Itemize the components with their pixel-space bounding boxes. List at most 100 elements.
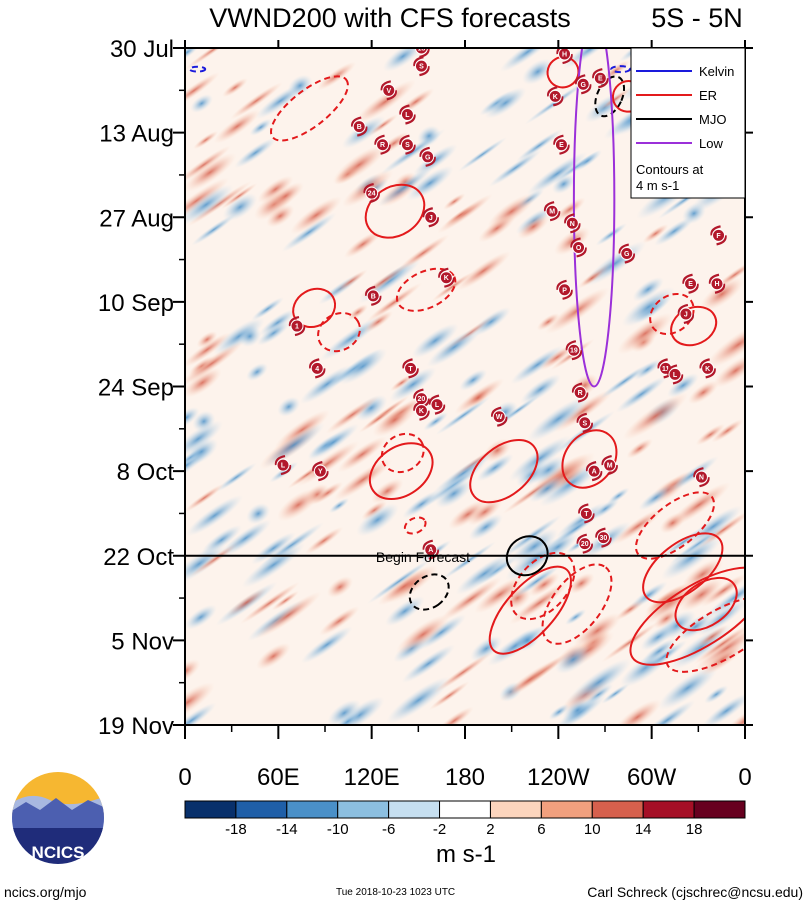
storm-marker: H bbox=[708, 273, 726, 294]
anomaly-patch bbox=[526, 152, 588, 196]
storm-arm bbox=[576, 412, 588, 423]
storm-label: T bbox=[408, 366, 413, 373]
anomaly-patch bbox=[468, 513, 503, 541]
anomaly-patch bbox=[185, 438, 219, 466]
x-tick-label: 60W bbox=[627, 764, 677, 791]
storm-marker: S bbox=[413, 56, 430, 77]
storm-label: S bbox=[582, 420, 587, 427]
storm-arm bbox=[598, 78, 609, 89]
anomaly-patch bbox=[401, 644, 456, 683]
storm-label: 4 bbox=[315, 366, 319, 373]
anomaly-patch bbox=[508, 435, 572, 482]
units-label: m s-1 bbox=[436, 841, 496, 868]
storm-dot bbox=[558, 283, 572, 297]
anomaly-patch bbox=[554, 197, 586, 221]
storm-label: T bbox=[584, 511, 589, 518]
storm-dot bbox=[430, 398, 444, 412]
storm-marker: V bbox=[380, 80, 397, 101]
anomaly-patch bbox=[702, 693, 745, 725]
storm-arm bbox=[365, 285, 376, 296]
storm-dot bbox=[593, 71, 607, 85]
storm-marker: E bbox=[682, 273, 699, 294]
storm-marker: 24 bbox=[363, 182, 380, 204]
anomaly-patch bbox=[191, 213, 237, 246]
storm-marker: O bbox=[570, 237, 587, 258]
colorbar-swatch bbox=[489, 800, 542, 819]
y-tick-label: 8 Oct bbox=[117, 459, 175, 486]
anomaly-patch bbox=[555, 645, 592, 674]
anomaly-patch bbox=[220, 183, 258, 209]
site-url[interactable]: ncics.org/mjo bbox=[4, 884, 87, 900]
storm-marker: Y bbox=[312, 461, 329, 482]
anomaly-patch bbox=[613, 699, 662, 725]
storm-marker: 20 bbox=[576, 533, 593, 554]
storm-arm bbox=[288, 315, 300, 327]
storm-arm bbox=[491, 406, 502, 417]
storm-arm bbox=[444, 277, 455, 288]
anomaly-patch bbox=[466, 389, 490, 407]
y-tick-label: 22 Oct bbox=[103, 544, 174, 571]
er-contour bbox=[642, 532, 724, 604]
legend-label: Low bbox=[699, 136, 723, 151]
storm-marker: M bbox=[543, 201, 561, 222]
anomaly-patch bbox=[621, 286, 676, 327]
anomaly-patch bbox=[681, 558, 723, 591]
anomaly-patch bbox=[695, 423, 726, 446]
anomaly-patch bbox=[429, 681, 470, 711]
anomaly-patch bbox=[372, 403, 417, 437]
storm-dot bbox=[587, 464, 601, 478]
storm-arm bbox=[688, 283, 699, 294]
storm-arm bbox=[562, 289, 573, 300]
anomaly-patch bbox=[185, 407, 200, 428]
anomaly-patch bbox=[640, 623, 677, 651]
anomaly-patch bbox=[389, 367, 437, 402]
anomaly-patch bbox=[219, 519, 272, 557]
anomaly-patch bbox=[641, 638, 677, 665]
kelvin-contour bbox=[610, 65, 631, 74]
colorbar-label: -18 bbox=[225, 821, 247, 838]
anomaly-patch bbox=[325, 395, 379, 434]
mjo-contour bbox=[505, 535, 549, 577]
anomaly-patch bbox=[440, 576, 502, 622]
storm-arm bbox=[428, 217, 439, 228]
anomaly-patch bbox=[617, 312, 674, 355]
anomaly-patch bbox=[281, 212, 337, 252]
storm-dot bbox=[573, 386, 587, 400]
storm-arm bbox=[419, 65, 430, 77]
storm-arm bbox=[386, 90, 397, 101]
y-tick-label: 10 Sep bbox=[98, 290, 174, 317]
anomaly-patch bbox=[639, 700, 695, 725]
anomaly-patch bbox=[573, 612, 622, 649]
anomaly-patch bbox=[638, 484, 674, 511]
storm-label: K bbox=[553, 94, 558, 101]
anomaly-patch bbox=[256, 642, 291, 670]
storm-arm bbox=[314, 368, 326, 379]
storm-label: 19 bbox=[570, 348, 578, 355]
colorbar-swatch bbox=[693, 800, 746, 819]
storm-arm bbox=[716, 235, 727, 246]
storm-arm bbox=[601, 537, 612, 548]
legend-box bbox=[630, 47, 746, 199]
storm-marker: P bbox=[556, 279, 573, 300]
anomaly-patch bbox=[230, 82, 283, 120]
storm-dot bbox=[310, 361, 324, 375]
storm-arm bbox=[565, 340, 577, 351]
storm-label: R bbox=[578, 390, 583, 397]
storm-arm bbox=[413, 56, 424, 67]
anomaly-patch bbox=[347, 304, 369, 321]
anomaly-patch bbox=[411, 323, 459, 359]
anomaly-patch bbox=[509, 581, 571, 625]
storm-arm bbox=[562, 53, 573, 65]
anomaly-patch bbox=[659, 512, 686, 534]
anomaly-patch bbox=[386, 676, 451, 724]
colorbar-swatch bbox=[235, 800, 288, 819]
storm-marker: F bbox=[710, 225, 727, 246]
storm-marker: J bbox=[677, 303, 695, 325]
storm-marker: L bbox=[666, 364, 684, 385]
storm-arm bbox=[408, 368, 419, 379]
storm-label: 11 bbox=[662, 366, 670, 373]
anomaly-patch bbox=[695, 624, 729, 649]
storm-label: S bbox=[419, 64, 424, 71]
anomaly-patch bbox=[448, 499, 488, 530]
